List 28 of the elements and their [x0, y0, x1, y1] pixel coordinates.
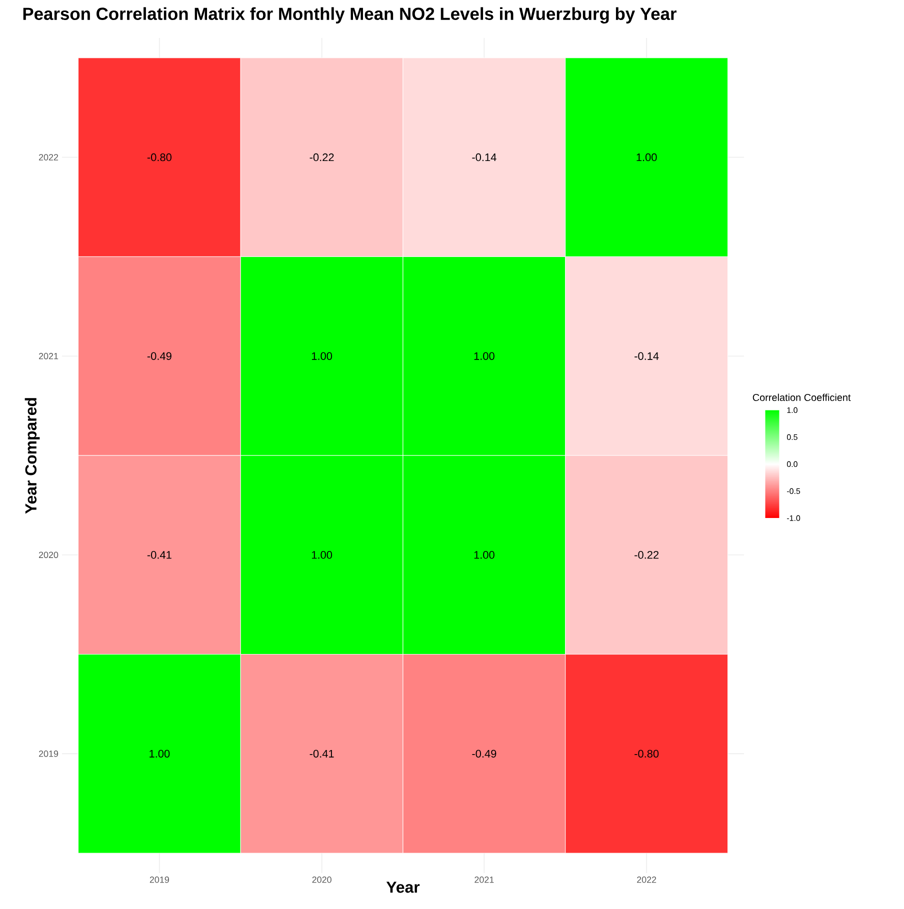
data-label: -0.41 — [310, 750, 334, 758]
data-label: -0.80 — [634, 750, 659, 758]
color-bar-title: Correlation Coefficient — [752, 394, 851, 402]
data-label: -0.22 — [310, 153, 334, 162]
data-label: 1.00 — [474, 352, 494, 360]
y-tick-label: 2021 — [38, 352, 58, 360]
y-tick-label: 2019 — [38, 750, 58, 757]
data-label: -0.49 — [147, 352, 172, 360]
data-label: 1.00 — [312, 551, 332, 559]
y-tick-label: 2020 — [38, 552, 58, 558]
y-tick-label: 2022 — [38, 154, 58, 160]
data-label: -0.41 — [147, 551, 172, 559]
chart-title: Pearson Correlation Matrix for Monthly Mean NO2 Levels in Wuerzburg by Year — [23, 7, 677, 24]
data-label: -0.14 — [472, 153, 496, 162]
data-label: 1.00 — [150, 750, 170, 758]
data-label: 1.00 — [312, 352, 332, 360]
data-label: 1.00 — [636, 153, 657, 162]
data-label: 1.00 — [474, 551, 494, 559]
data-label: -0.49 — [472, 750, 496, 758]
x-tick-label: 2021 — [474, 876, 494, 883]
x-tick-label: 2022 — [637, 876, 656, 883]
x-tick-label: 2019 — [150, 876, 169, 883]
x-axis-title: Year — [386, 882, 420, 893]
x-tick-label: 2020 — [312, 876, 332, 883]
y-axis-title: Year Compared — [24, 398, 40, 514]
data-label: -0.14 — [634, 352, 659, 360]
data-label: -0.80 — [147, 153, 172, 162]
data-label: -0.22 — [634, 551, 659, 559]
